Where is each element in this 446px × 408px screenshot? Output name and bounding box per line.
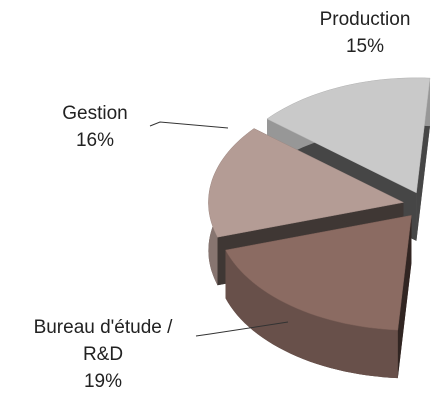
percent-label: 16% (75, 130, 115, 151)
percent-label: 19% (83, 371, 123, 392)
slice-label: Gestion 16% (40, 100, 150, 154)
slice (266, 77, 431, 194)
slice-label: Bureau d'étude / R&D 19% (8, 314, 198, 395)
percent-label: 15% (345, 36, 385, 57)
category-label: Gestion (62, 103, 128, 124)
leader-line (149, 121, 229, 129)
leader-line (195, 321, 289, 337)
category-label: Bureau d'étude / R&D (33, 317, 173, 365)
slice (208, 128, 405, 238)
category-label: Production (319, 9, 411, 30)
slice-side (225, 250, 398, 379)
slice (225, 215, 412, 331)
slice-label: Production 15% (300, 6, 430, 60)
